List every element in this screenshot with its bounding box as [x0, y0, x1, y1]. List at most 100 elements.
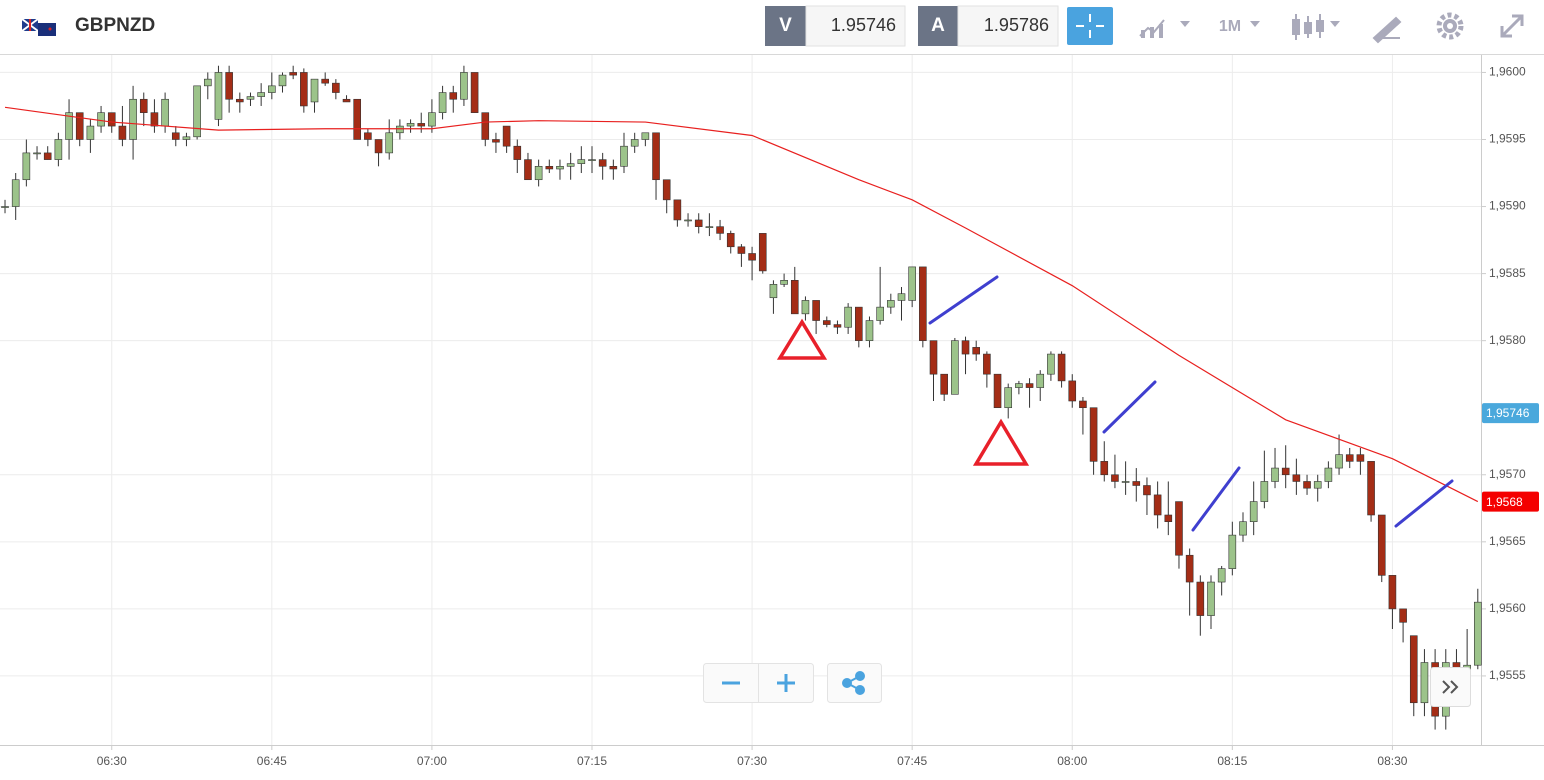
candle-body — [161, 98, 169, 127]
candle-body — [342, 98, 351, 103]
candle-body — [801, 300, 810, 315]
candle-body — [844, 306, 852, 328]
candle-body — [1420, 662, 1429, 704]
ask-box — [957, 5, 1059, 47]
candle-body — [171, 132, 180, 140]
candle-body — [1100, 461, 1109, 476]
candle-body — [812, 300, 820, 321]
candle-body — [438, 92, 447, 113]
y-tick-label: 1,9595 — [1489, 132, 1526, 146]
candle-body — [43, 152, 52, 160]
candle-body — [1399, 608, 1407, 623]
candle-body — [1079, 400, 1087, 409]
candle-body — [97, 112, 105, 127]
candle-body — [1217, 568, 1226, 583]
y-tick-label: 1,9570 — [1489, 467, 1526, 481]
candle-body — [406, 123, 415, 127]
candle-body — [1057, 353, 1066, 382]
scroll-right-button[interactable] — [1430, 667, 1471, 707]
x-tick-label: 07:30 — [737, 754, 767, 768]
x-tick-label: 08:30 — [1377, 754, 1407, 768]
candle-body — [684, 219, 692, 222]
candle-body — [246, 96, 255, 100]
candle-body — [1249, 501, 1258, 523]
candle-style-button[interactable] — [1292, 14, 1340, 40]
candle-body — [716, 226, 724, 234]
candle-body — [1345, 454, 1354, 462]
candle-body — [1313, 481, 1322, 489]
candle-body — [919, 266, 927, 341]
candle-body — [1324, 467, 1333, 482]
candle-body — [107, 112, 116, 127]
candle-body — [65, 112, 73, 140]
candle-body — [353, 98, 362, 140]
candle-body — [332, 82, 340, 93]
candle-body — [321, 78, 329, 84]
settings-button[interactable] — [1436, 12, 1464, 40]
candle-body — [1409, 635, 1418, 704]
candle-body — [118, 125, 127, 140]
triangle-markers — [776, 318, 1030, 466]
candle-body — [1121, 481, 1130, 483]
candle-body — [524, 159, 532, 181]
draw-button[interactable] — [1372, 16, 1402, 44]
candle-body — [460, 72, 468, 100]
share-button[interactable] — [842, 671, 865, 695]
zoom-in[interactable] — [777, 674, 795, 692]
candle-body — [300, 72, 308, 107]
candle-body — [33, 152, 41, 155]
candle-body — [11, 179, 20, 207]
candle-body — [1153, 494, 1162, 516]
candle-body — [940, 373, 948, 395]
candle-body — [588, 159, 596, 161]
candle-body — [983, 353, 991, 375]
candle-body — [1388, 575, 1397, 610]
candle-body — [790, 280, 799, 315]
candle-body — [1, 206, 9, 208]
candle-body — [1271, 467, 1279, 482]
candle-body — [748, 253, 756, 261]
candle-body — [428, 112, 436, 127]
chart-type-button[interactable] — [1139, 19, 1190, 38]
x-tick-label: 07:45 — [897, 754, 927, 768]
y-tick-label: 1,9580 — [1489, 333, 1526, 347]
candle-body — [961, 340, 970, 355]
candle-body — [545, 166, 554, 170]
zoom-controls — [703, 663, 882, 703]
candle-body — [225, 72, 233, 100]
candle-body — [1025, 383, 1034, 388]
candle-body — [214, 72, 223, 120]
bid-box — [805, 5, 906, 47]
candle-body — [417, 123, 426, 127]
candle-body — [1089, 407, 1098, 462]
candle-body — [972, 347, 980, 355]
candle-body — [758, 233, 767, 272]
fullscreen-button[interactable] — [1500, 14, 1524, 38]
candle-body — [1036, 373, 1045, 388]
y-tick-label: 1,9565 — [1489, 534, 1526, 548]
candle-body — [86, 125, 95, 140]
candle-body — [534, 166, 543, 181]
timeframe[interactable]: 1M — [1219, 18, 1241, 35]
candle-body — [374, 139, 383, 154]
crosshair-button[interactable] — [1067, 7, 1113, 45]
candle-body — [364, 132, 372, 140]
candle-body — [876, 306, 884, 321]
candle-body — [769, 284, 778, 299]
candle-body — [662, 179, 671, 201]
candle-body — [1132, 481, 1141, 486]
candle-body — [1377, 514, 1386, 576]
candle-body — [993, 373, 1002, 409]
candle-body — [1228, 534, 1237, 569]
candle-body — [268, 85, 276, 93]
candle-body — [929, 340, 938, 375]
price-badge — [1482, 491, 1539, 512]
price-badge-label: 1,9568 — [1486, 495, 1523, 509]
candle-body — [737, 246, 746, 254]
candle-body — [75, 112, 84, 140]
plot-area: 06:30 06:45 07:00 07:15 07:30 07:45 08:00 08:15… — [0, 55, 1526, 768]
candle-body — [182, 136, 191, 140]
candle-body — [865, 320, 874, 341]
y-tick-label: 1,9560 — [1489, 601, 1526, 615]
